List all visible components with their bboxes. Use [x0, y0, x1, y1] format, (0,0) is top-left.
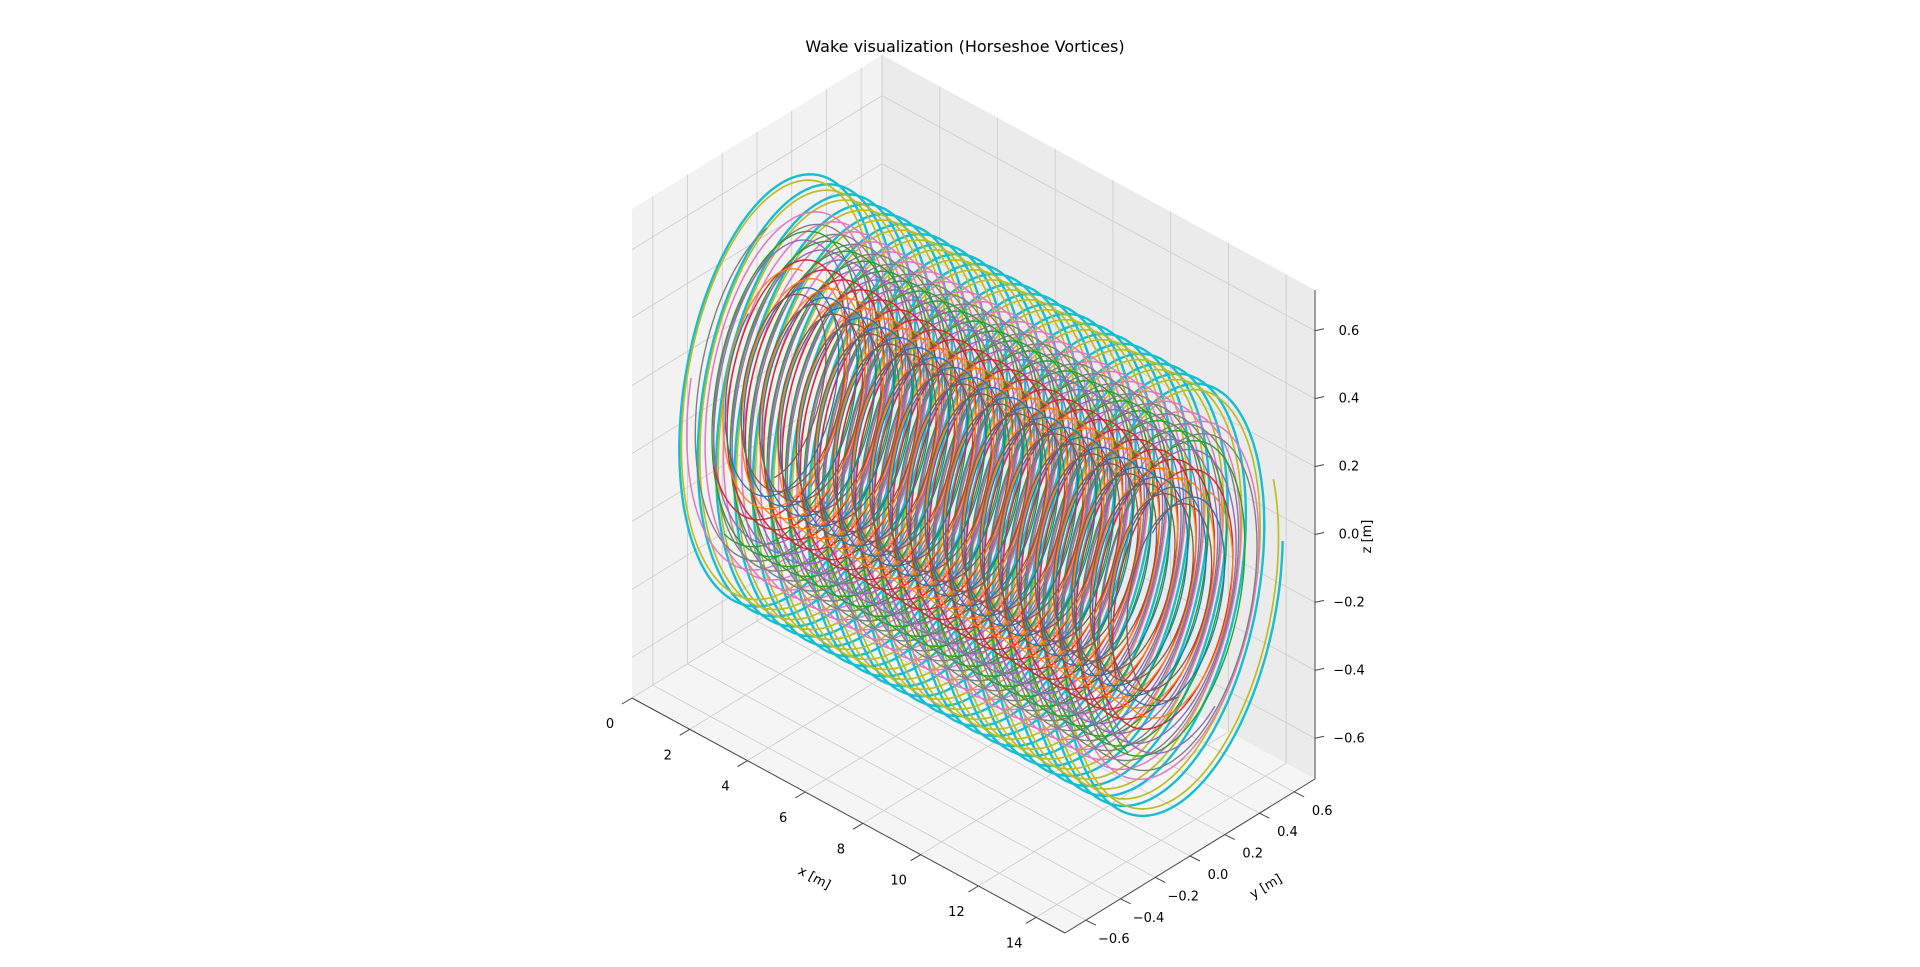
- grid-line: [631, 299, 883, 454]
- x-tick-label: 12: [948, 905, 965, 920]
- series-line-5: [712, 239, 1237, 755]
- y-tick-mark: [1224, 834, 1235, 841]
- grid-line: [631, 95, 883, 251]
- grid-line: [687, 663, 1121, 900]
- z-tick-label: 0.2: [1339, 460, 1360, 475]
- y-tick-label: −0.6: [1098, 932, 1130, 947]
- z-tick-mark: [1314, 464, 1325, 468]
- x-tick-label: 14: [1006, 936, 1023, 951]
- y-tick-mark: [1259, 812, 1270, 819]
- chart-title: Wake visualization (Horseshoe Vortices): [805, 37, 1124, 56]
- series-line-9: [740, 293, 1213, 702]
- z-tick-mark: [1314, 396, 1325, 400]
- x-tick-mark: [852, 822, 864, 830]
- x-tick-label: 8: [837, 842, 845, 857]
- y-tick-mark: [1189, 855, 1201, 862]
- z-tick-label: 0.6: [1339, 324, 1360, 339]
- y-tick-label: 0.2: [1242, 847, 1263, 862]
- x-axis-label: x [m]: [795, 864, 833, 894]
- grid-line: [652, 684, 1087, 921]
- y-axis-label: y [m]: [1247, 872, 1284, 903]
- y-tick-mark: [1293, 791, 1305, 798]
- grid-line: [881, 163, 1316, 400]
- grid-line: [631, 434, 883, 590]
- grid-line: [881, 95, 1316, 332]
- x-tick-mark: [679, 728, 690, 736]
- x-tick-mark: [737, 760, 748, 768]
- x-tick-label: 2: [664, 748, 672, 763]
- z-tick-label: −0.6: [1333, 731, 1365, 746]
- x-tick-mark: [1025, 916, 1037, 924]
- z-tick-label: −0.2: [1333, 595, 1365, 610]
- y-tick-label: 0.6: [1312, 804, 1333, 819]
- y-tick-label: 0.4: [1277, 825, 1298, 840]
- grid-line: [756, 620, 1191, 857]
- z-tick-mark: [1314, 532, 1325, 535]
- y-tick-label: 0.0: [1208, 868, 1229, 883]
- x-tick-mark: [910, 854, 921, 862]
- x-tick-label: 6: [779, 811, 787, 826]
- z-tick-label: −0.4: [1333, 663, 1365, 678]
- y-tick-mark: [1085, 919, 1097, 926]
- series-group: [678, 173, 1284, 818]
- x-tick-mark: [621, 697, 633, 705]
- z-tick-mark: [1314, 735, 1325, 739]
- x-tick-mark: [794, 791, 806, 799]
- x-tick-mark: [968, 885, 979, 893]
- x-tick-label: 10: [890, 874, 907, 889]
- z-tick-label: 0.4: [1339, 392, 1360, 407]
- z-tick-mark: [1314, 667, 1325, 671]
- x-axis-line: [631, 697, 1066, 934]
- z-tick-mark: [1314, 599, 1325, 603]
- y-tick-label: −0.2: [1167, 889, 1199, 904]
- y-tick-mark: [1120, 898, 1131, 905]
- y-tick-mark: [1155, 876, 1166, 883]
- series-line-1: [680, 179, 1280, 810]
- grid-line: [722, 641, 1156, 878]
- z-axis-label: z [m]: [1360, 520, 1375, 554]
- x-tick-label: 0: [606, 717, 614, 732]
- z-tick-label: 0.0: [1339, 528, 1360, 543]
- x-tick-label: 4: [721, 780, 729, 795]
- z-tick-mark: [1314, 328, 1325, 332]
- grid-line: [631, 163, 883, 319]
- y-tick-label: −0.4: [1133, 911, 1165, 926]
